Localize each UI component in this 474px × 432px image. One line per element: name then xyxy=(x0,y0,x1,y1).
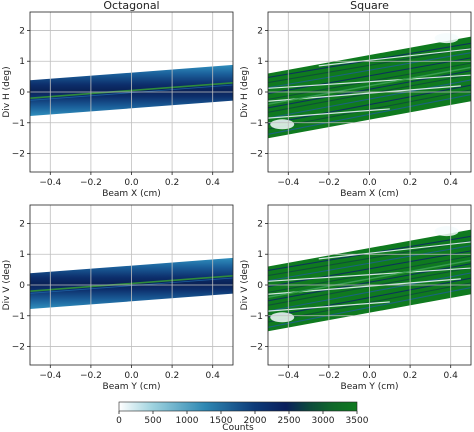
y-axis-label: Div H (deg) xyxy=(240,66,250,117)
y-tick-label: 2 xyxy=(19,219,25,229)
octagonal-div-v-panel: −0.4 −0.2 0.0 0.2 0.4 −2 −1 0 1 2 Beam Y (cm) Div… xyxy=(2,204,234,392)
y-tick-label: 1 xyxy=(257,57,263,67)
x-tick-label: −0.2 xyxy=(80,371,102,381)
y-tick-label: −2 xyxy=(12,343,25,353)
x-tick-label: 0.0 xyxy=(124,371,139,381)
x-tick-label: 0.0 xyxy=(124,178,139,188)
y-tick-label: −2 xyxy=(250,150,263,160)
panel-title: Square xyxy=(350,0,389,12)
x-axis-label: Beam X (cm) xyxy=(102,189,161,199)
colorbar-tick-label: 1500 xyxy=(210,416,233,426)
y-tick-label: −1 xyxy=(250,312,263,322)
edge-gap xyxy=(434,226,459,237)
edge-gap xyxy=(270,312,295,323)
x-tick-label: −0.2 xyxy=(318,178,340,188)
grid xyxy=(268,12,471,172)
heatmap-area xyxy=(30,12,233,172)
x-tick-label: −0.4 xyxy=(39,178,61,188)
axis-ticks: −0.4 −0.2 0.0 0.2 0.4 −2 −1 0 1 2 xyxy=(12,219,220,381)
x-tick-label: −0.2 xyxy=(80,178,102,188)
colorbar-tick-label: 0 xyxy=(116,416,122,426)
axis-ticks: −0.4 −0.2 0.0 0.2 0.4 −2 −1 0 1 2 xyxy=(250,26,458,188)
x-tick-label: 0.0 xyxy=(362,178,377,188)
y-axis-label: Div V (deg) xyxy=(2,260,12,311)
square-div-v-panel: −0.4 −0.2 0.0 0.2 0.4 −2 −1 0 1 2 Beam Y (cm) Div… xyxy=(240,204,472,392)
grid xyxy=(268,205,471,365)
colorbar-label: Counts xyxy=(222,423,254,432)
low-count-streak xyxy=(318,48,471,67)
y-tick-label: −2 xyxy=(12,150,25,160)
x-tick-label: −0.4 xyxy=(39,371,61,381)
x-tick-label: 0.4 xyxy=(444,178,459,188)
y-axis-label: Div H (deg) xyxy=(2,66,12,117)
edge-gap xyxy=(270,119,295,130)
axis-ticks: −0.4 −0.2 0.0 0.2 0.4 −2 −1 0 1 2 xyxy=(250,219,458,381)
colorbar-tick-label: 2500 xyxy=(278,416,301,426)
x-tick-label: 0.2 xyxy=(403,178,417,188)
octagonal-div-h-panel: Octagonal −0.4 −0.2 0.0 0.2 0.4 −2 −1 0 1 2 Beam … xyxy=(2,0,234,199)
y-tick-label: 1 xyxy=(19,57,25,67)
x-tick-label: 0.0 xyxy=(362,371,377,381)
colorbar: 0 500 1000 1500 2000 2500 3000 3500 Counts xyxy=(116,401,369,432)
colorbar-gradient xyxy=(118,401,358,412)
colorbar-tick-label: 2000 xyxy=(244,416,267,426)
x-axis-label: Beam X (cm) xyxy=(340,189,399,199)
y-tick-label: 1 xyxy=(19,250,25,260)
colorbar-ticks: 0 500 1000 1500 2000 2500 3000 3500 xyxy=(116,411,369,426)
y-tick-label: −1 xyxy=(12,312,25,322)
y-axis-label: Div V (deg) xyxy=(240,260,250,311)
colorbar-tick-label: 3000 xyxy=(312,416,335,426)
colorbar-tick-label: 1000 xyxy=(176,416,199,426)
y-tick-label: −2 xyxy=(250,343,263,353)
x-tick-label: 0.4 xyxy=(444,371,459,381)
axis-ticks: −0.4 −0.2 0.0 0.2 0.4 −2 −1 0 1 2 xyxy=(12,26,220,188)
x-tick-label: −0.2 xyxy=(318,371,340,381)
heatmap-area xyxy=(268,12,471,172)
heatmap-area xyxy=(30,205,233,365)
x-tick-label: 0.4 xyxy=(206,371,221,381)
x-tick-label: −0.4 xyxy=(277,178,299,188)
y-tick-label: 2 xyxy=(257,219,263,229)
y-tick-label: 2 xyxy=(257,26,263,36)
x-tick-label: −0.4 xyxy=(277,371,299,381)
x-tick-label: 0.4 xyxy=(206,178,221,188)
heatmap-area xyxy=(268,205,471,365)
y-tick-label: −1 xyxy=(12,119,25,129)
low-count-streak xyxy=(318,241,471,260)
y-tick-label: 1 xyxy=(257,250,263,260)
x-tick-label: 0.2 xyxy=(165,371,179,381)
y-tick-label: −1 xyxy=(250,119,263,129)
y-tick-label: 0 xyxy=(19,88,25,98)
y-tick-label: 0 xyxy=(257,88,263,98)
x-tick-label: 0.2 xyxy=(403,371,417,381)
y-tick-label: 0 xyxy=(19,281,25,291)
colorbar-tick-label: 3500 xyxy=(346,416,369,426)
edge-gap xyxy=(434,33,459,44)
colorbar-tick-label: 500 xyxy=(144,416,161,426)
x-axis-label: Beam Y (cm) xyxy=(341,382,399,392)
square-div-h-panel: Square −0.4 −0.2 0.0 0.2 0.4 −2 −1 0 1 2 Beam X (… xyxy=(240,0,472,199)
grid xyxy=(30,12,233,172)
y-tick-label: 2 xyxy=(19,26,25,36)
x-axis-label: Beam Y (cm) xyxy=(103,382,161,392)
grid xyxy=(30,205,233,365)
x-tick-label: 0.2 xyxy=(165,178,179,188)
y-tick-label: 0 xyxy=(257,281,263,291)
panel-title: Octagonal xyxy=(103,0,159,12)
